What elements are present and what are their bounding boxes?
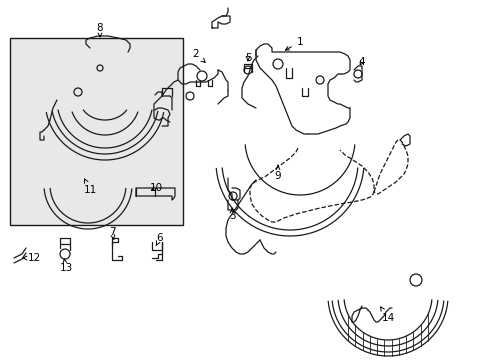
Text: 14: 14 xyxy=(380,307,394,323)
Text: 2: 2 xyxy=(192,49,205,62)
Text: 3: 3 xyxy=(228,208,235,221)
Bar xyxy=(10,38,183,225)
Text: 4: 4 xyxy=(358,57,365,67)
Text: 6: 6 xyxy=(156,233,163,246)
Text: 12: 12 xyxy=(23,253,41,263)
Text: 13: 13 xyxy=(59,259,73,273)
Text: 8: 8 xyxy=(97,23,103,37)
Text: 1: 1 xyxy=(285,37,303,50)
Text: 5: 5 xyxy=(244,53,251,63)
Text: 10: 10 xyxy=(149,183,162,193)
Text: 7: 7 xyxy=(108,227,115,240)
Text: 9: 9 xyxy=(274,165,281,181)
Text: 11: 11 xyxy=(83,179,97,195)
